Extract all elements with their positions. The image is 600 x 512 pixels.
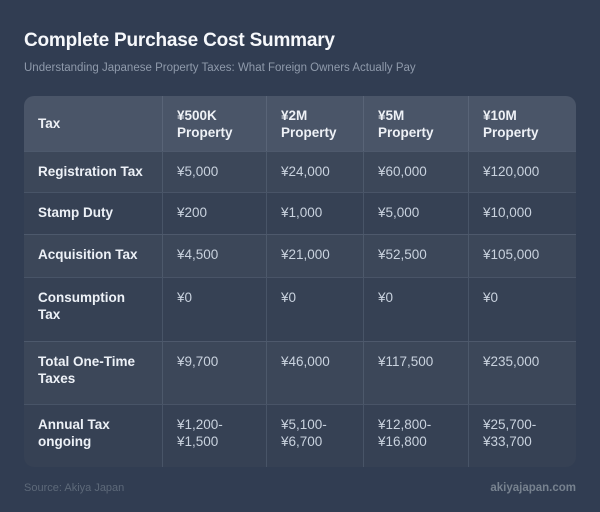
cell-total-taxes-5m: ¥117,500 (363, 341, 468, 404)
cell-consumption-tax-5m: ¥0 (363, 277, 468, 341)
infographic-card: Complete Purchase Cost Summary Understan… (24, 30, 576, 467)
cell-consumption-tax-2m: ¥0 (266, 277, 363, 341)
cell-total-taxes-500k: ¥9,700 (162, 341, 266, 404)
column-header-5m-property: ¥5M Property (363, 96, 468, 151)
column-header-500k-property: ¥500K Property (162, 96, 266, 151)
website-label: akiyajapan.com (490, 482, 576, 494)
cost-summary-table: Tax ¥500K Property ¥2M Property ¥5M Prop… (24, 96, 576, 467)
cell-total-taxes-10m: ¥235,000 (468, 341, 576, 404)
cell-registration-tax-500k: ¥5,000 (162, 151, 266, 192)
cell-stamp-duty-5m: ¥5,000 (363, 192, 468, 234)
cell-registration-tax-2m: ¥24,000 (266, 151, 363, 192)
cell-annual-tax-5m: ¥12,800- ¥16,800 (363, 404, 468, 467)
column-header-10m-property: ¥10M Property (468, 96, 576, 151)
cell-annual-tax-2m: ¥5,100- ¥6,700 (266, 404, 363, 467)
cell-annual-tax-500k: ¥1,200- ¥1,500 (162, 404, 266, 467)
source-attribution: Source: Akiya Japan (24, 482, 125, 494)
cell-acquisition-tax-10m: ¥105,000 (468, 234, 576, 277)
column-header-tax: Tax (24, 96, 162, 151)
cell-stamp-duty-2m: ¥1,000 (266, 192, 363, 234)
row-label-stamp-duty: Stamp Duty (24, 192, 162, 234)
footer: Source: Akiya Japan akiyajapan.com (24, 482, 576, 494)
cell-stamp-duty-10m: ¥10,000 (468, 192, 576, 234)
row-label-registration-tax: Registration Tax (24, 151, 162, 192)
column-header-2m-property: ¥2M Property (266, 96, 363, 151)
page-title: Complete Purchase Cost Summary (24, 30, 335, 51)
row-label-total-one-time-taxes: Total One-Time Taxes (24, 341, 162, 404)
page-subtitle: Understanding Japanese Property Taxes: W… (24, 62, 416, 74)
cell-annual-tax-10m: ¥25,700- ¥33,700 (468, 404, 576, 467)
cell-stamp-duty-500k: ¥200 (162, 192, 266, 234)
row-label-acquisition-tax: Acquisition Tax (24, 234, 162, 277)
cell-registration-tax-10m: ¥120,000 (468, 151, 576, 192)
row-label-consumption-tax: Consumption Tax (24, 277, 162, 341)
cell-acquisition-tax-500k: ¥4,500 (162, 234, 266, 277)
cell-total-taxes-2m: ¥46,000 (266, 341, 363, 404)
cell-acquisition-tax-2m: ¥21,000 (266, 234, 363, 277)
row-label-annual-tax-ongoing: Annual Tax ongoing (24, 404, 162, 467)
cell-registration-tax-5m: ¥60,000 (363, 151, 468, 192)
cell-consumption-tax-500k: ¥0 (162, 277, 266, 341)
cell-consumption-tax-10m: ¥0 (468, 277, 576, 341)
cell-acquisition-tax-5m: ¥52,500 (363, 234, 468, 277)
